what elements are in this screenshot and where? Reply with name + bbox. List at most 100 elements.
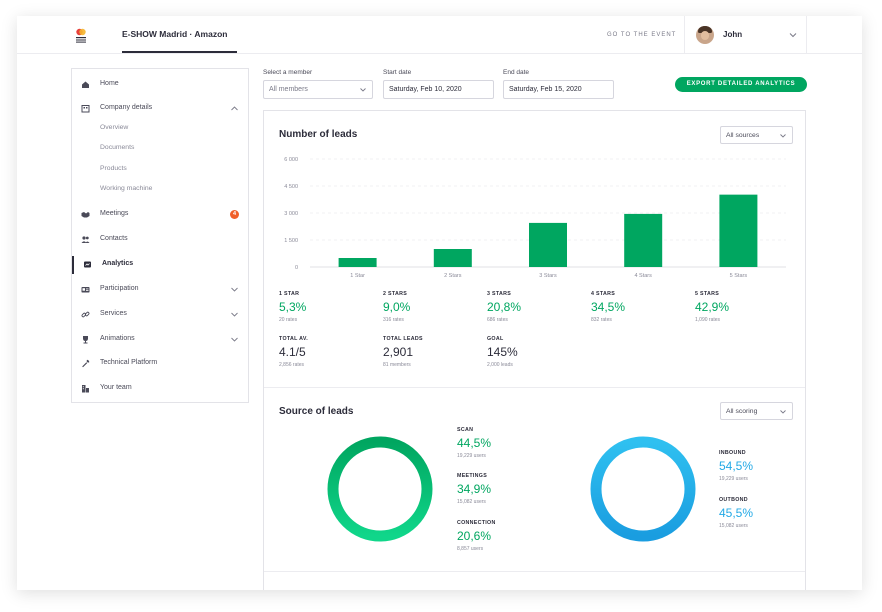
stat-sub: 81 members	[383, 362, 411, 368]
stat-value: 34,9%	[457, 482, 492, 496]
chevron-down-icon[interactable]	[230, 335, 239, 344]
end-date-input[interactable]: Saturday, Feb 15, 2020	[503, 80, 614, 99]
y-tick-label: 6 000	[284, 157, 298, 163]
sources-dropdown[interactable]: All sources	[720, 126, 793, 144]
stat-sub: 1,090 rates	[695, 317, 721, 323]
sidebar-item-analytics[interactable]: Analytics	[72, 256, 248, 274]
stat-sub: 832 rates	[591, 317, 612, 323]
sidebar-subitem-products[interactable]: Products	[100, 165, 127, 172]
start-date-input[interactable]: Saturday, Feb 10, 2020	[383, 80, 494, 99]
top-bar: E-SHOW Madrid · Amazon GO TO THE EVENT J…	[17, 16, 862, 54]
x-tick-label: 4 Stars	[634, 273, 652, 279]
y-tick-label: 1 500	[284, 238, 298, 244]
sidebar-subitem-documents[interactable]: Documents	[100, 144, 135, 151]
chevron-up-icon[interactable]	[230, 104, 239, 113]
chevron-down-icon[interactable]	[788, 30, 798, 40]
stat-4-stars: 4 STARS 34,5% 832 rates	[591, 291, 691, 323]
trophy-icon	[83, 336, 88, 344]
member-select-value: All members	[269, 86, 308, 93]
x-tick-label: 3 Stars	[539, 273, 557, 279]
stat-sub: 19,229 users	[719, 476, 748, 482]
bar	[433, 249, 472, 267]
sidebar-item-contacts[interactable]: Contacts	[72, 231, 248, 249]
sidebar-item-label: Company details	[100, 104, 153, 111]
home-icon	[82, 81, 89, 88]
sidebar-item-label: Animations	[100, 335, 135, 342]
sidebar-item-home[interactable]: Home	[72, 76, 248, 94]
stat-value: 45,5%	[719, 506, 754, 520]
sidebar-item-label: Services	[100, 310, 127, 317]
stat-total-average: TOTAL AV. 4.1/5 2,856 rates	[279, 336, 379, 368]
stat-value: 20,6%	[457, 529, 492, 543]
leads-bar-chart: 6 000 4 500 3 000 1 500 0 1 Star 2 Stars 3 Star…	[284, 157, 786, 279]
stat-name: OUTBOND	[719, 497, 748, 503]
direction-donut-chart	[590, 436, 696, 542]
stat-name: 5 STARS	[695, 291, 720, 297]
stat-value: 9,0%	[383, 300, 411, 314]
stat-name: 2 STARS	[383, 291, 408, 297]
sidebar-item-participation[interactable]: Participation	[72, 281, 248, 299]
source-meetings: MEETINGS 34,9% 15,082 users	[457, 473, 557, 505]
stat-goal: GOAL 145% 2,000 leads	[487, 336, 587, 368]
stat-value: 145%	[487, 345, 518, 359]
sidebar-item-animations[interactable]: Animations	[72, 331, 248, 349]
member-filter-label: Select a member	[263, 69, 313, 76]
source-connection: CONNECTION 20,6% 8,857 users	[457, 520, 557, 552]
sidebar-subitem-overview[interactable]: Overview	[100, 124, 129, 131]
stat-name: TOTAL LEADS	[383, 336, 423, 342]
building-icon	[81, 105, 90, 113]
sidebar-item-label: Contacts	[100, 235, 128, 242]
sidebar-item-label: Your team	[100, 384, 132, 391]
stat-value: 54,5%	[719, 459, 754, 473]
chevron-down-icon[interactable]	[230, 285, 239, 294]
x-tick-label: 2 Stars	[444, 273, 462, 279]
page-title: E-SHOW Madrid · Amazon	[122, 29, 228, 39]
sidebar-item-label: Technical Platform	[100, 359, 158, 366]
id-card-icon	[81, 287, 90, 293]
section-divider	[264, 571, 805, 572]
sources-dropdown-value: All sources	[726, 132, 760, 139]
stat-name: CONNECTION	[457, 520, 496, 526]
bar	[338, 258, 377, 267]
stat-sub: 19,229 users	[457, 453, 486, 459]
stat-sub: 2,856 rates	[279, 362, 305, 368]
stat-name: 4 STARS	[591, 291, 616, 297]
stat-sub: 15,082 users	[719, 523, 748, 529]
stat-name: MEETINGS	[457, 473, 488, 479]
app-window: E-SHOW Madrid · Amazon GO TO THE EVENT J…	[17, 16, 862, 590]
y-tick-label: 3 000	[284, 211, 298, 217]
scoring-dropdown-value: All scoring	[726, 408, 758, 415]
x-tick-label: 5 Stars	[730, 273, 748, 279]
stat-value: 2,901	[383, 345, 414, 359]
stat-value: 44,5%	[457, 436, 492, 450]
chevron-down-icon	[780, 410, 786, 414]
sidebar-item-your-team[interactable]: Your team	[72, 380, 248, 398]
y-tick-label: 4 500	[284, 184, 298, 190]
chevron-down-icon[interactable]	[230, 310, 239, 319]
team-icon	[82, 385, 89, 393]
sidebar-item-meetings[interactable]: Meetings 4	[72, 206, 248, 224]
stat-sub: 316 rates	[383, 317, 404, 323]
source-donut-chart	[327, 436, 433, 542]
scoring-dropdown[interactable]: All scoring	[720, 402, 793, 420]
user-name: John	[723, 30, 743, 39]
direction-inbound: INBOUND 54,5% 19,229 users	[719, 450, 819, 482]
notification-badge: 4	[230, 210, 239, 219]
sidebar-item-company-details[interactable]: Company details	[72, 100, 248, 118]
contacts-icon	[81, 236, 90, 243]
sidebar-item-technical-platform[interactable]: Technical Platform	[72, 355, 248, 373]
avatar	[696, 26, 714, 44]
stat-5-stars: 5 STARS 42,9% 1,090 rates	[695, 291, 795, 323]
stat-name: TOTAL AV.	[279, 336, 308, 342]
member-select[interactable]: All members	[263, 80, 373, 99]
stat-total-leads: TOTAL LEADS 2,901 81 members	[383, 336, 483, 368]
bar	[719, 194, 758, 267]
go-to-event-link[interactable]: GO TO THE EVENT	[607, 32, 677, 38]
sidebar-item-services[interactable]: Services	[72, 306, 248, 324]
start-date-label: Start date	[383, 69, 412, 76]
bar	[529, 222, 567, 267]
x-tick-label: 1 Star	[350, 273, 365, 279]
export-analytics-button[interactable]: EXPORT DETAILED ANALYTICS	[675, 77, 807, 92]
user-menu[interactable]: John	[684, 16, 807, 54]
sidebar-subitem-working-machine[interactable]: Working machine	[100, 185, 153, 192]
